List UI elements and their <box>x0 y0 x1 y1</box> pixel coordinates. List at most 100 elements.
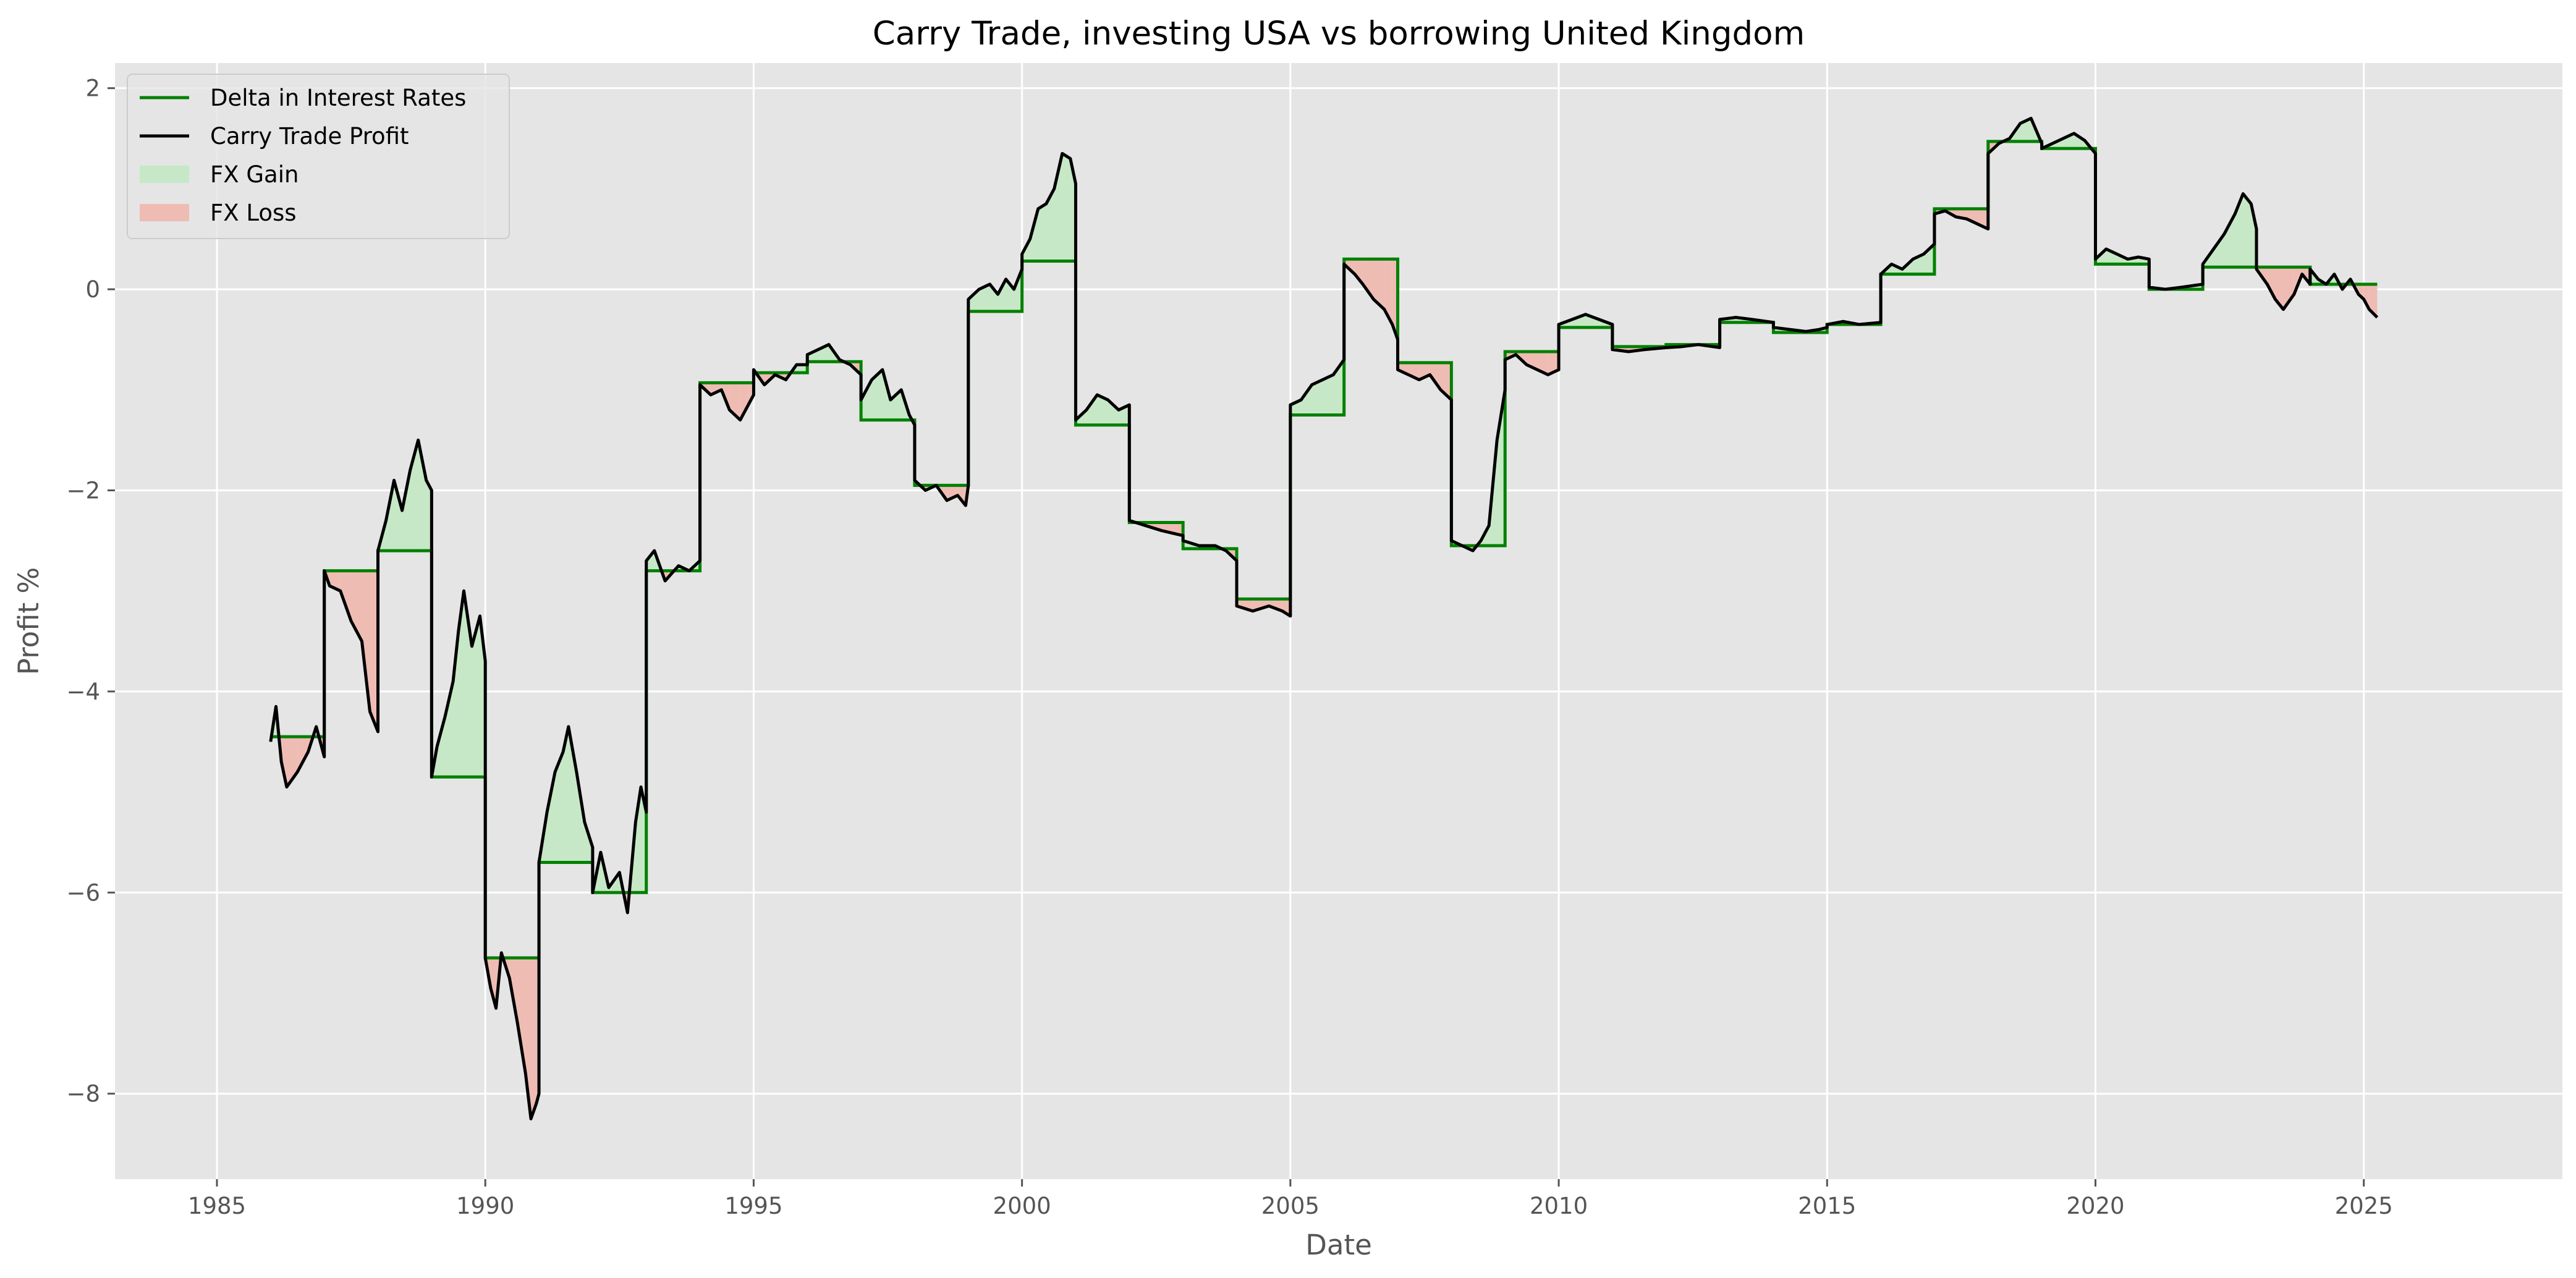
legend-swatch-fx-loss <box>140 204 189 221</box>
fx-gain-area <box>445 681 454 777</box>
fx-gain-area <box>555 751 564 863</box>
y-axis-label: Profit % <box>12 567 45 675</box>
x-axis-label: Date <box>1305 1229 1372 1261</box>
fx-gain-area <box>1311 379 1323 415</box>
fx-gain-area <box>1301 384 1312 415</box>
y-tick-label: 0 <box>85 276 100 303</box>
fx-gain-area <box>890 389 902 420</box>
fx-gain-area <box>635 787 642 893</box>
fx-gain-area <box>1086 394 1098 425</box>
fx-gain-area <box>472 616 480 777</box>
legend-label-fx-loss: FX Loss <box>210 200 297 226</box>
fx-gain-area <box>1585 314 1599 328</box>
fx-gain-area <box>968 289 980 311</box>
fx-gain-area <box>2020 118 2032 142</box>
x-tick-label: 2015 <box>1798 1193 1856 1219</box>
x-tick-label: 2000 <box>993 1193 1051 1219</box>
y-tick-label: −6 <box>66 879 100 906</box>
fx-loss-area <box>1548 351 1559 375</box>
x-tick-label: 2020 <box>2066 1193 2124 1219</box>
fx-loss-area <box>370 570 378 732</box>
legend-swatch-fx-gain <box>140 166 189 183</box>
legend-label-delta: Delta in Interest Rates <box>210 85 466 111</box>
fx-loss-area <box>517 958 526 1074</box>
x-tick-label: 1995 <box>724 1193 782 1219</box>
fx-loss-area <box>531 958 536 1119</box>
fx-gain-area <box>576 772 585 863</box>
fx-loss-area <box>2275 267 2284 310</box>
fx-loss-area <box>1397 362 1409 375</box>
fx-gain-area <box>547 772 556 863</box>
fx-loss-area <box>2267 267 2276 300</box>
fx-gain-area <box>418 440 426 551</box>
fx-loss-area <box>1363 259 1374 300</box>
fx-gain-area <box>646 551 655 571</box>
fx-gain-area <box>979 284 990 311</box>
fx-gain-area <box>453 631 459 777</box>
fx-loss-area <box>1355 259 1363 284</box>
fx-gain-area <box>2213 234 2224 268</box>
fx-loss-area <box>1373 259 1384 310</box>
fx-gain-area <box>1097 394 1108 425</box>
profit-series <box>269 116 2379 1120</box>
fx-loss-area <box>710 383 722 395</box>
fx-gain-area <box>1322 375 1334 415</box>
fx-gain-area <box>796 365 808 373</box>
fx-gain-area <box>458 591 464 777</box>
fx-gain-area <box>1062 153 1070 261</box>
fx-loss-area <box>1161 522 1184 536</box>
y-tick-label: −4 <box>66 679 100 705</box>
x-axis-ticks: 1985 1990 1995 2000 2005 2010 2015 2020 2025 <box>188 1179 2393 1219</box>
fx-gain-area <box>2243 193 2252 268</box>
x-tick-label: 1985 <box>188 1193 246 1219</box>
fx-gain-area <box>1046 188 1054 261</box>
fx-gain-area <box>871 370 883 420</box>
x-tick-label: 2010 <box>1530 1193 1588 1219</box>
fx-loss-area <box>1384 259 1392 325</box>
fx-gain-area <box>1923 243 1934 274</box>
fx-loss-area <box>2283 267 2294 310</box>
fx-gain-area <box>563 726 569 863</box>
fx-gain-area <box>1290 400 1302 415</box>
fx-loss-area <box>1537 351 1548 375</box>
legend: Delta in Interest Rates Carry Trade Prof… <box>127 74 510 239</box>
fx-gain-area <box>2074 133 2085 149</box>
fx-loss-area <box>362 570 370 712</box>
fx-gain-area <box>437 716 446 777</box>
fx-loss-area <box>490 958 496 1009</box>
x-tick-label: 2005 <box>1261 1193 1320 1219</box>
fx-gain-area <box>998 279 1006 311</box>
fx-gain-area <box>807 349 818 362</box>
fx-loss-area <box>1967 208 1978 224</box>
fx-loss-area <box>957 485 966 506</box>
fx-gain-area <box>1038 203 1046 261</box>
fx-gain-area <box>861 379 872 420</box>
fx-loss-area <box>2369 284 2378 318</box>
x-tick-label: 2025 <box>2335 1193 2393 1219</box>
y-axis-ticks: −8 −6 −4 −2 0 2 <box>66 75 115 1107</box>
fx-gain-area <box>394 480 402 551</box>
fx-loss-area <box>1253 599 1269 611</box>
fx-loss-area <box>2363 284 2370 310</box>
carry-trade-profit-line <box>269 116 2379 1120</box>
fx-gain-area <box>1014 269 1022 311</box>
fx-gain-area <box>2224 214 2235 268</box>
fx-loss-area <box>340 570 352 621</box>
fx-gain-area <box>2063 133 2074 149</box>
y-tick-label: −2 <box>66 477 100 504</box>
y-tick-label: 2 <box>85 75 100 102</box>
y-tick-label: −8 <box>66 1081 100 1107</box>
x-tick-label: 1990 <box>456 1193 514 1219</box>
fx-loss-area <box>740 383 748 420</box>
fx-loss-area <box>1269 599 1282 611</box>
fx-loss-area <box>297 737 308 772</box>
fx-gain-area <box>402 470 410 551</box>
fx-gain-area <box>1108 400 1119 425</box>
legend-label-fx-gain: FX Gain <box>210 161 299 188</box>
fx-gain-area <box>989 284 998 311</box>
legend-label-profit: Carry Trade Profit <box>210 123 409 150</box>
chart-title: Carry Trade, investing USA vs borrowing … <box>873 15 1805 53</box>
fx-gain-area <box>1572 314 1586 328</box>
fx-loss-area <box>1430 362 1441 390</box>
